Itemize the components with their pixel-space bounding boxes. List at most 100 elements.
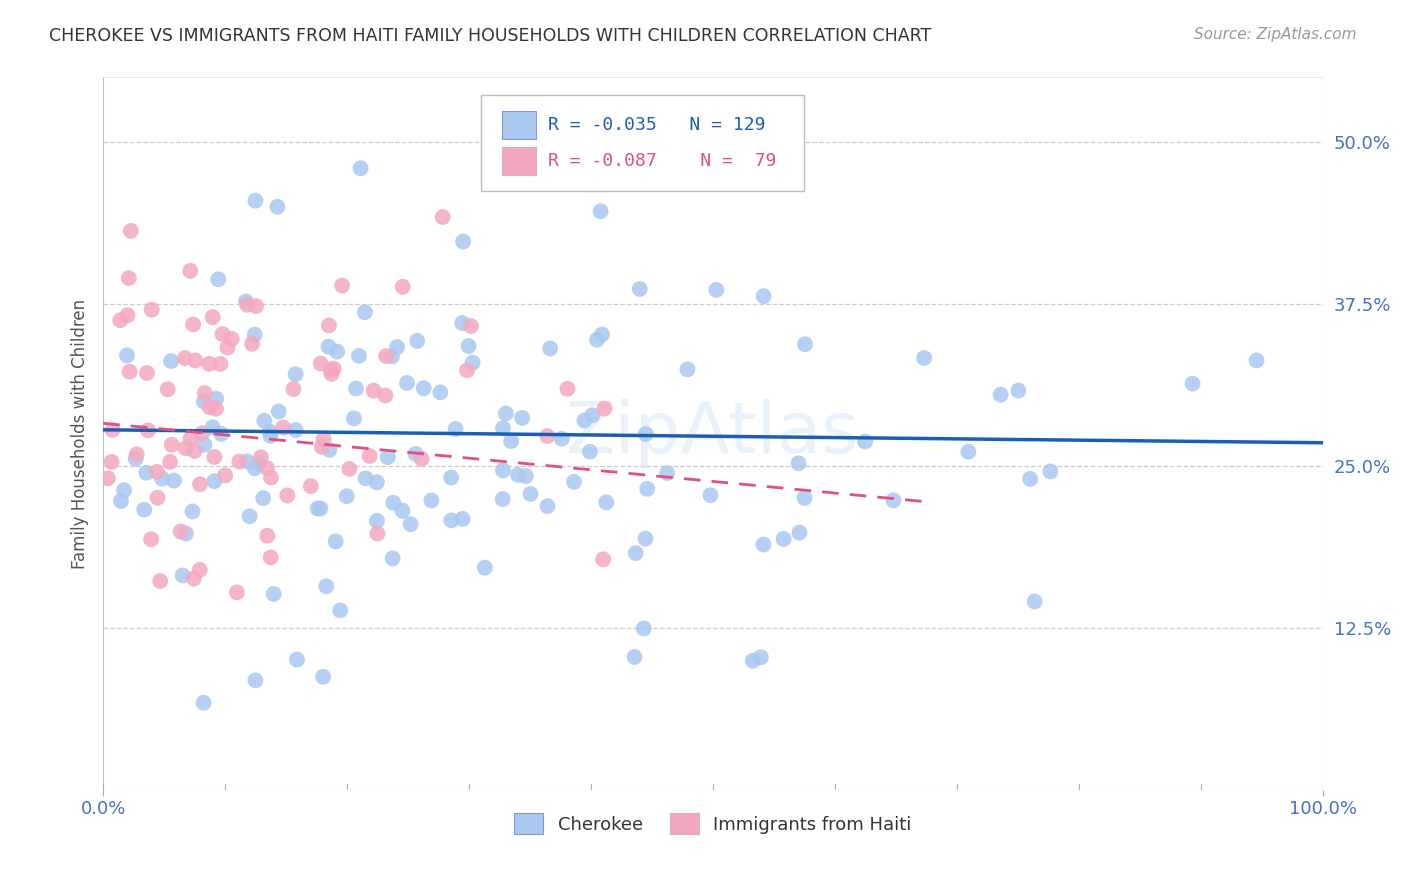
Point bbox=[536, 499, 558, 513]
Point bbox=[354, 471, 377, 485]
Point bbox=[245, 299, 267, 313]
Text: ZipAtlas: ZipAtlas bbox=[567, 400, 859, 468]
Point bbox=[706, 283, 728, 297]
Point bbox=[772, 532, 794, 546]
Point bbox=[191, 426, 214, 441]
Point bbox=[456, 363, 478, 377]
Point bbox=[181, 318, 204, 332]
Point bbox=[381, 551, 404, 566]
Point bbox=[252, 491, 274, 505]
Text: R = -0.035   N = 129: R = -0.035 N = 129 bbox=[548, 116, 766, 134]
Point bbox=[183, 444, 205, 458]
Point bbox=[184, 353, 207, 368]
Point bbox=[589, 204, 612, 219]
Point bbox=[188, 477, 211, 491]
Point bbox=[205, 401, 228, 416]
Point bbox=[399, 517, 422, 532]
Point bbox=[243, 327, 266, 342]
Point bbox=[284, 368, 307, 382]
Point bbox=[354, 305, 377, 319]
Point bbox=[174, 351, 197, 365]
Point bbox=[299, 479, 322, 493]
Point bbox=[315, 579, 337, 593]
Point bbox=[100, 455, 122, 469]
Point bbox=[309, 501, 332, 516]
Point bbox=[211, 327, 233, 342]
Point bbox=[330, 278, 353, 293]
Point bbox=[444, 422, 467, 436]
Point bbox=[318, 442, 340, 457]
Point bbox=[174, 526, 197, 541]
Point bbox=[366, 526, 388, 541]
Point bbox=[228, 454, 250, 468]
Point bbox=[285, 652, 308, 666]
Point bbox=[492, 463, 515, 477]
Point bbox=[519, 487, 541, 501]
Point bbox=[239, 509, 262, 524]
Point bbox=[990, 388, 1012, 402]
Text: CHEROKEE VS IMMIGRANTS FROM HAITI FAMILY HOUSEHOLDS WITH CHILDREN CORRELATION CH: CHEROKEE VS IMMIGRANTS FROM HAITI FAMILY… bbox=[49, 27, 931, 45]
Point bbox=[110, 313, 132, 327]
Point bbox=[325, 534, 347, 549]
Point bbox=[198, 400, 221, 414]
Point bbox=[699, 488, 721, 502]
Point bbox=[193, 438, 215, 452]
Text: R = -0.087    N =  79: R = -0.087 N = 79 bbox=[548, 152, 776, 169]
Point bbox=[135, 466, 157, 480]
Text: Source: ZipAtlas.com: Source: ZipAtlas.com bbox=[1194, 27, 1357, 42]
Point bbox=[457, 339, 479, 353]
Point bbox=[592, 552, 614, 566]
Point bbox=[562, 475, 585, 489]
Point bbox=[247, 457, 270, 471]
Point bbox=[202, 450, 225, 464]
Point bbox=[181, 504, 204, 518]
Point bbox=[574, 413, 596, 427]
Point bbox=[205, 392, 228, 406]
Point bbox=[97, 471, 120, 485]
Point bbox=[636, 482, 658, 496]
Point bbox=[283, 382, 305, 396]
Point bbox=[136, 366, 159, 380]
Point bbox=[347, 349, 370, 363]
Point bbox=[510, 410, 533, 425]
Point bbox=[236, 298, 259, 312]
Point bbox=[536, 429, 558, 443]
Point bbox=[160, 438, 183, 452]
Point bbox=[440, 470, 463, 484]
Point bbox=[375, 349, 398, 363]
Point bbox=[381, 350, 404, 364]
Point bbox=[172, 568, 194, 582]
Point bbox=[749, 650, 772, 665]
FancyBboxPatch shape bbox=[502, 146, 536, 175]
Point bbox=[243, 461, 266, 475]
Point bbox=[235, 294, 257, 309]
Point bbox=[284, 423, 307, 437]
Point bbox=[538, 342, 561, 356]
Point bbox=[420, 493, 443, 508]
Point bbox=[193, 696, 215, 710]
Point bbox=[391, 504, 413, 518]
Point bbox=[256, 529, 278, 543]
Point bbox=[259, 429, 281, 443]
Point bbox=[593, 401, 616, 416]
Point bbox=[124, 451, 146, 466]
Point bbox=[115, 348, 138, 362]
Point bbox=[957, 444, 980, 458]
Point bbox=[156, 382, 179, 396]
Point bbox=[322, 361, 344, 376]
Point bbox=[1181, 376, 1204, 391]
Point bbox=[912, 351, 935, 365]
Point bbox=[412, 381, 434, 395]
Point bbox=[624, 546, 647, 560]
Point bbox=[169, 524, 191, 539]
Point bbox=[501, 434, 523, 448]
Point bbox=[329, 603, 352, 617]
Point bbox=[225, 585, 247, 599]
Point bbox=[374, 388, 396, 402]
Point bbox=[395, 376, 418, 390]
Point bbox=[276, 488, 298, 502]
Point bbox=[263, 587, 285, 601]
Point bbox=[139, 533, 162, 547]
Point bbox=[752, 537, 775, 551]
Y-axis label: Family Households with Children: Family Households with Children bbox=[72, 299, 89, 569]
